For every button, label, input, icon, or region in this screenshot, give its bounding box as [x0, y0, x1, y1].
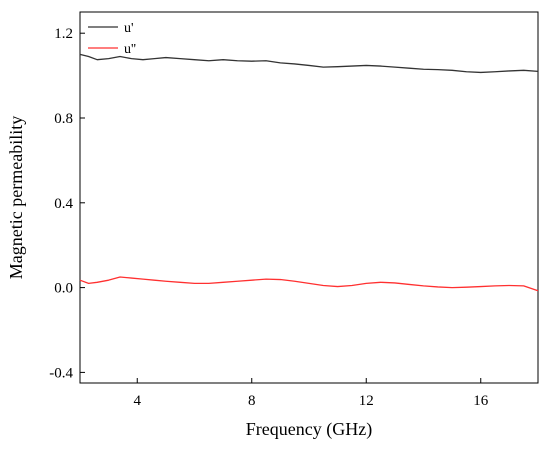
x-axis-title: Frequency (GHz)	[246, 419, 372, 440]
legend-label: u'	[124, 21, 134, 36]
x-tick-label: 12	[359, 393, 374, 409]
y-tick-label: 0.8	[54, 111, 73, 127]
series-line-u-double-prime	[79, 276, 539, 292]
y-tick-label: 1.2	[54, 26, 73, 42]
series-group	[79, 53, 539, 292]
x-tick-label: 16	[473, 393, 489, 409]
y-tick-label: 0.0	[54, 281, 73, 297]
y-axis-ticks: -0.4 0.0 0.4 0.8 1.2	[49, 26, 85, 381]
x-axis-ticks: 4 8 12 16	[134, 378, 489, 409]
series-line-u-prime	[79, 53, 539, 74]
legend-label: u''	[124, 42, 136, 57]
y-tick-label: -0.4	[49, 365, 73, 381]
x-tick-label: 8	[248, 393, 256, 409]
legend: u' u''	[88, 21, 136, 57]
y-axis-title: Magnetic permeability	[6, 116, 26, 279]
y-tick-label: 0.4	[54, 196, 73, 212]
plot-frame	[79, 11, 539, 384]
x-tick-label: 4	[134, 393, 142, 409]
